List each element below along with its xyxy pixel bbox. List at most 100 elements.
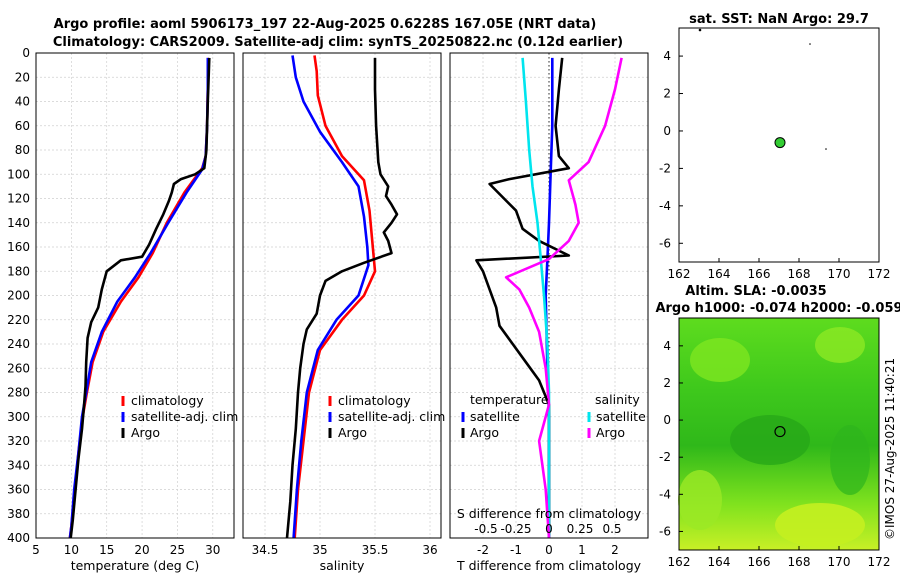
secondary-tick-label: -0.25	[500, 522, 531, 536]
x-tick-label: 166	[748, 555, 771, 569]
sla-heatmap-patch	[690, 338, 750, 382]
x-tick-label: 172	[868, 267, 891, 281]
x-tick-label: 162	[668, 555, 691, 569]
series-line-climatology	[293, 55, 377, 539]
x-tick-label: 35.5	[362, 543, 389, 557]
x-tick-label: 36	[422, 543, 437, 557]
x-tick-label: -2	[477, 543, 489, 557]
y-tick-label: -2	[659, 450, 671, 464]
y-tick-label: 140	[7, 216, 30, 230]
y-tick-label: 320	[7, 434, 30, 448]
y-tick-label: 4	[663, 49, 671, 63]
x-tick-label: 2	[611, 543, 619, 557]
sla-map-title-line1: Altim. SLA: -0.0035	[685, 284, 826, 299]
legend-label: Argo	[596, 425, 625, 440]
legend-label: climatology	[131, 393, 204, 408]
y-tick-label: -4	[659, 199, 671, 213]
x-tick-label: 25	[170, 543, 185, 557]
y-tick-label: -4	[659, 487, 671, 501]
x-axis-label: salinity	[320, 558, 365, 573]
y-tick-label: 2	[663, 87, 671, 101]
y-tick-label: 300	[7, 410, 30, 424]
sla-map-title-line2: Argo h1000: -0.074 h2000: -0.059	[655, 301, 900, 316]
y-tick-label: -6	[659, 524, 671, 538]
y-tick-label: 20	[15, 70, 30, 84]
legend-title-salinity: salinity	[595, 392, 640, 407]
x-tick-label: 168	[788, 555, 811, 569]
y-tick-label: 0	[663, 413, 671, 427]
y-tick-label: 260	[7, 361, 30, 375]
main-title-line2: Climatology: CARS2009. Satellite-adj cli…	[53, 35, 623, 50]
secondary-tick-label: 0.5	[602, 522, 621, 536]
secondary-axis-label: S difference from climatology	[457, 506, 642, 521]
x-axis-label: temperature (deg C)	[71, 558, 200, 573]
y-tick-label: 160	[7, 240, 30, 254]
x-tick-label: -1	[510, 543, 522, 557]
sst-map-panel: 162 164 166 168 170 172 4 2 0 -2 -4 -6	[659, 27, 891, 281]
x-tick-label: 164	[708, 267, 731, 281]
x-tick-label: 162	[668, 267, 691, 281]
legend-label: climatology	[338, 393, 411, 408]
sst-speck	[698, 28, 702, 32]
y-tick-label: 240	[7, 337, 30, 351]
x-tick-label: 20	[134, 543, 149, 557]
x-tick-label: 35	[312, 543, 327, 557]
sla-heatmap-patch	[678, 470, 722, 530]
x-tick-label: 166	[748, 267, 771, 281]
sst-map-frame	[678, 27, 880, 263]
y-tick-label: 200	[7, 289, 30, 303]
x-tick-label: 10	[64, 543, 79, 557]
y-tick-label: -2	[659, 161, 671, 175]
temperature-panel: 5 10 15 20 25 3002040608010012014016018020022…	[7, 46, 238, 573]
axes-frame	[35, 52, 235, 539]
y-tick-label: 380	[7, 507, 30, 521]
sla-heatmap-patch	[830, 425, 870, 495]
x-tick-label: 34.5	[252, 543, 279, 557]
y-tick-label: 60	[15, 119, 30, 133]
legend-label: Argo	[470, 425, 499, 440]
argo-position-marker	[774, 137, 786, 149]
y-tick-label: 120	[7, 192, 30, 206]
y-tick-label: 360	[7, 483, 30, 497]
x-tick-label: 168	[788, 267, 811, 281]
x-tick-label: 5	[32, 543, 40, 557]
imos-watermark: ©IMOS 27-Aug-2025 11:40:21	[883, 358, 897, 540]
y-tick-label: 0	[663, 124, 671, 138]
axes-frame	[449, 52, 649, 539]
sla-map-frame	[678, 317, 880, 551]
x-tick-label: 15	[99, 543, 114, 557]
legend-label: satellite-adj. clim	[131, 409, 238, 424]
series-line-satellite-adj-clim	[291, 55, 370, 539]
sla-map-panel: 162 164 166 168 170 172 4 2 0 -2 -4 -6	[659, 317, 891, 569]
difference-panel: -2 -1 0 1 2T difference from climatology temp…	[449, 52, 649, 573]
legend-label: Argo	[131, 425, 160, 440]
x-tick-label: 172	[868, 555, 891, 569]
sst-speck	[825, 148, 827, 150]
y-tick-label: 220	[7, 313, 30, 327]
series-line-climatology	[68, 57, 210, 539]
y-tick-label: -6	[659, 236, 671, 250]
legend-label: satellite	[596, 409, 646, 424]
legend-label: Argo	[338, 425, 367, 440]
x-axis-label: T difference from climatology	[456, 558, 642, 573]
y-tick-label: 340	[7, 458, 30, 472]
main-title-line1: Argo profile: aoml 5906173_197 22-Aug-20…	[54, 17, 597, 32]
secondary-tick-label: 0	[545, 522, 553, 536]
sla-heatmap-patch	[775, 503, 865, 547]
series-line-argo	[69, 57, 211, 539]
sst-map-title: sat. SST: NaN Argo: 29.7	[689, 12, 869, 27]
y-tick-label: 2	[663, 376, 671, 390]
y-tick-label: 280	[7, 386, 30, 400]
y-tick-label: 400	[7, 531, 30, 545]
y-tick-label: 0	[22, 46, 30, 60]
secondary-tick-label: -0.5	[474, 522, 497, 536]
series-line-salinity-satellite	[521, 57, 551, 538]
series-line-argo	[285, 57, 399, 539]
x-tick-label: 0	[545, 543, 553, 557]
y-tick-label: 4	[663, 339, 671, 353]
legend-title-temperature: temperature	[470, 392, 549, 407]
y-tick-label: 40	[15, 95, 30, 109]
secondary-tick-label: 0.25	[567, 522, 594, 536]
sla-heatmap-patch	[730, 415, 810, 465]
